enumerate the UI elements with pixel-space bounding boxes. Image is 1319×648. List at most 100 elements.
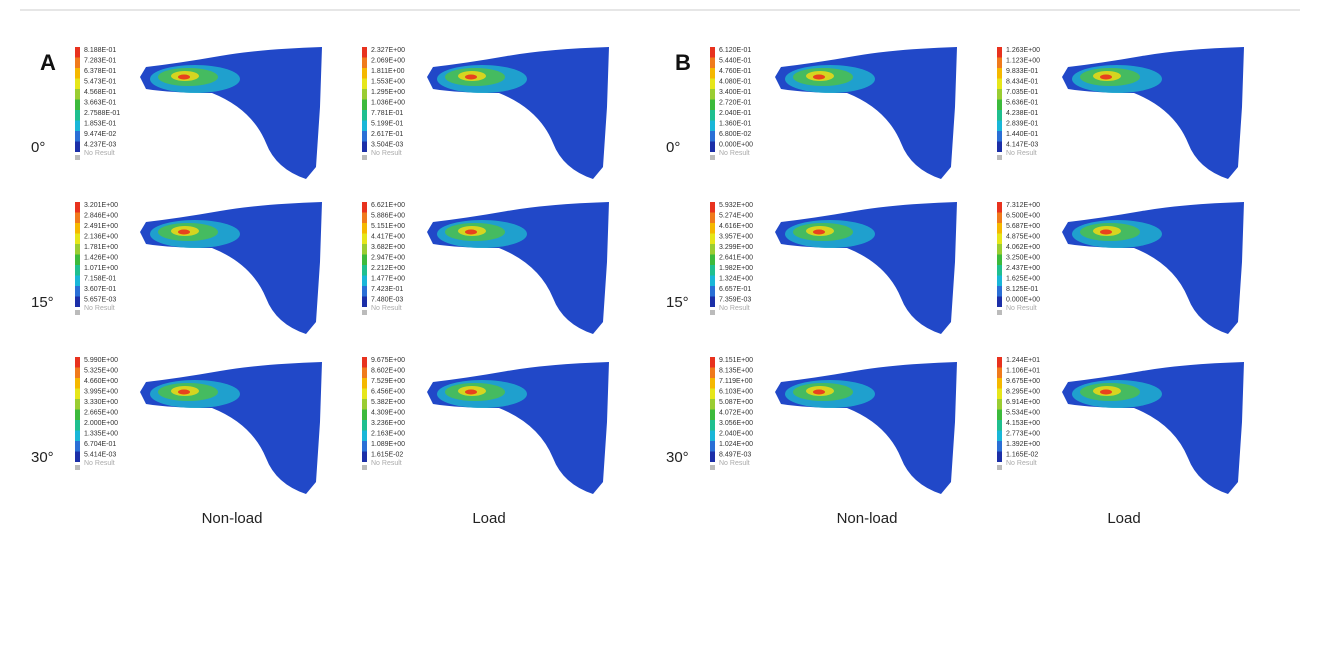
legend-value: 1.625E+00 [1006, 275, 1040, 282]
muscle-shape [775, 202, 957, 334]
legend-value: 1.982E+00 [719, 265, 753, 272]
colorbar-segment [75, 120, 80, 131]
colorbar-segment [997, 254, 1002, 265]
colorbar-segment [362, 110, 367, 121]
legend-value: 7.283E-01 [84, 57, 116, 64]
colorbar-segment [710, 233, 715, 244]
no-result-label: No Result [1006, 460, 1037, 467]
legend-value: 5.886E+00 [371, 212, 405, 219]
legend-value: 2.617E-01 [371, 131, 403, 138]
colorbar-segment [997, 110, 1002, 121]
legend-value: 6.456E+00 [371, 388, 405, 395]
colorbar-segment [997, 367, 1002, 378]
muscle-model [775, 47, 957, 179]
legend-value: 3.504E-03 [371, 141, 403, 148]
colorbar-segment [75, 275, 80, 286]
angle-label: 15° [31, 294, 54, 311]
stress-zone [813, 74, 825, 80]
colorbar-segment [75, 378, 80, 389]
legend-value: 2.7588E-01 [84, 110, 120, 117]
muscle-model [427, 202, 609, 334]
colorbar-segment [710, 296, 715, 307]
legend-value: 1.477E+00 [371, 275, 405, 282]
muscle-model [1062, 47, 1244, 179]
stress-zone [813, 389, 825, 395]
no-result-label: No Result [1006, 305, 1037, 312]
legend-value: 1.360E-01 [719, 120, 751, 127]
legend-value: 6.704E-01 [84, 441, 116, 448]
colorbar-segment [362, 78, 367, 89]
legend-value: 7.480E-03 [371, 296, 403, 303]
colorbar-segment [710, 357, 715, 368]
colorbar-segment [710, 420, 715, 431]
legend-value: 2.136E+00 [84, 233, 118, 240]
stress-zone [178, 229, 190, 235]
colorbar-segment [362, 275, 367, 286]
colorbar-segment [362, 430, 367, 441]
muscle-model [427, 362, 609, 494]
no-result-swatch [75, 465, 80, 470]
column-label: Load [472, 510, 505, 527]
colorbar-segment [75, 244, 80, 255]
legend-value: 1.024E+00 [719, 441, 753, 448]
legend-value: 5.274E+00 [719, 212, 753, 219]
no-result-label: No Result [84, 460, 115, 467]
muscle-shape [775, 47, 957, 179]
legend-value: 3.957E+00 [719, 233, 753, 240]
colorbar-segment [997, 212, 1002, 223]
legend-value: 4.875E+00 [1006, 233, 1040, 240]
colorbar-segment [997, 68, 1002, 79]
colorbar-segment [997, 409, 1002, 420]
legend-value: 2.773E+00 [1006, 430, 1040, 437]
panel-label: A [40, 50, 56, 75]
legend-value: 3.201E+00 [84, 202, 118, 209]
legend-value: 3.056E+00 [719, 420, 753, 427]
legend-value: 4.080E-01 [719, 78, 751, 85]
legend-value: 1.263E+00 [1006, 47, 1040, 54]
stress-zone [1100, 389, 1112, 395]
legend-value: 1.811E+00 [371, 68, 405, 75]
colorbar-segment [710, 141, 715, 152]
legend-value: 3.236E+00 [371, 420, 405, 427]
legend-value: 7.781E-01 [371, 110, 403, 117]
muscle-model [140, 202, 322, 334]
legend-value: 6.621E+00 [371, 202, 405, 209]
colorbar-segment [75, 441, 80, 452]
colorbar-segment [997, 265, 1002, 276]
legend-value: 1.440E-01 [1006, 131, 1038, 138]
colorbar-segment [75, 430, 80, 441]
colorbar-segment [997, 399, 1002, 410]
legend-value: 1.165E-02 [1006, 451, 1038, 458]
colorbar-segment [997, 57, 1002, 68]
colorbar-segment [75, 296, 80, 307]
no-result-label: No Result [719, 460, 750, 467]
legend-value: 1.036E+00 [371, 99, 405, 106]
colorbar-segment [710, 430, 715, 441]
colorbar-segment [75, 202, 80, 213]
legend-value: 1.392E+00 [1006, 441, 1040, 448]
colorbar-segment [710, 47, 715, 58]
colorbar-segment [997, 357, 1002, 368]
legend-value: 1.335E+00 [84, 430, 118, 437]
legend-value: 1.244E+01 [1006, 357, 1040, 364]
no-result-swatch [710, 465, 715, 470]
colorbar-segment [362, 265, 367, 276]
legend-value: 4.568E-01 [84, 89, 116, 96]
colorbar-segment [997, 420, 1002, 431]
legend-value: 0.000E+00 [1006, 296, 1040, 303]
no-result-swatch [997, 155, 1002, 160]
angle-label: 30° [666, 449, 689, 466]
stress-zone [178, 74, 190, 80]
no-result-swatch [362, 465, 367, 470]
legend-value: 3.607E-01 [84, 286, 116, 293]
legend-value: 3.299E+00 [719, 244, 753, 251]
muscle-shape [140, 202, 322, 334]
legend-value: 3.995E+00 [84, 388, 118, 395]
no-result-label: No Result [371, 150, 402, 157]
colorbar-segment [710, 57, 715, 68]
colorbar-segment [997, 296, 1002, 307]
colorbar-segment [362, 378, 367, 389]
legend-value: 2.163E+00 [371, 430, 405, 437]
colorbar-segment [75, 367, 80, 378]
